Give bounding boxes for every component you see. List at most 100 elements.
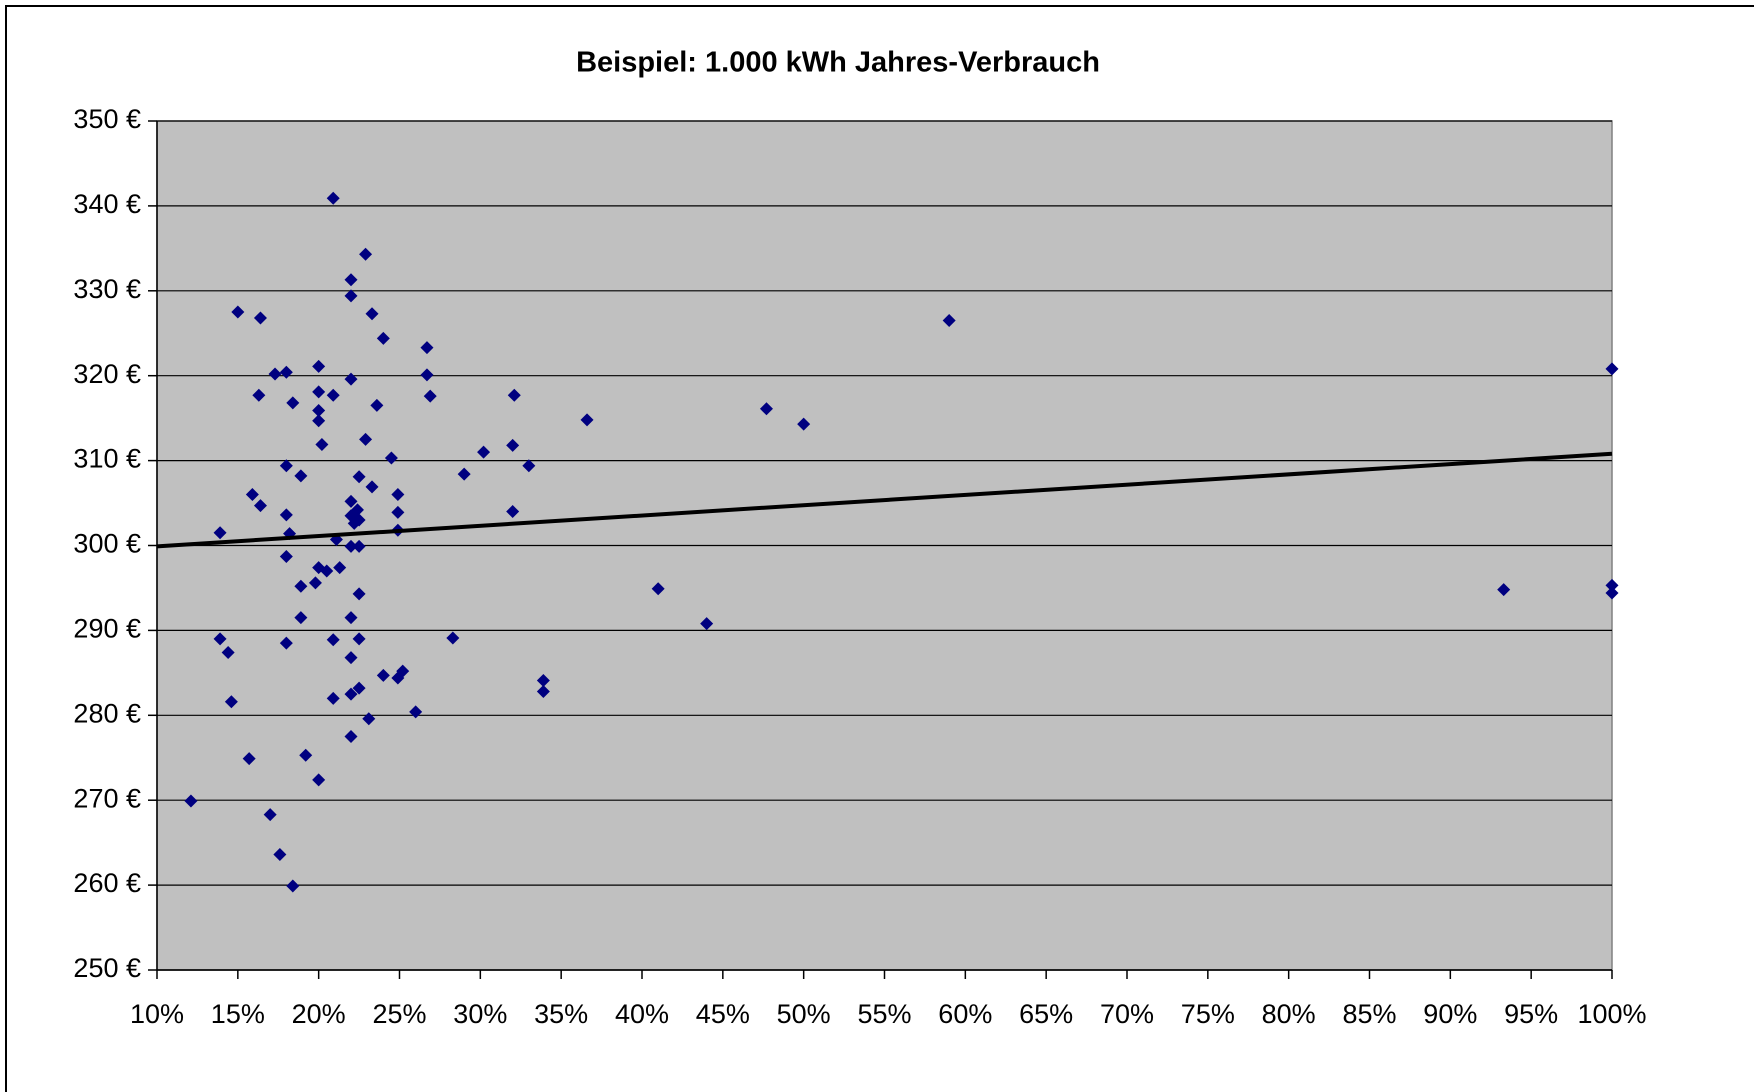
- data-point: [477, 445, 491, 459]
- data-point: [273, 848, 287, 862]
- data-point: [242, 752, 256, 766]
- data-point: [326, 191, 340, 205]
- data-point: [391, 505, 405, 519]
- data-point: [268, 367, 282, 381]
- data-point: [344, 273, 358, 287]
- data-point: [536, 673, 550, 687]
- data-point: [359, 432, 373, 446]
- data-point: [391, 488, 405, 502]
- data-point: [279, 508, 293, 522]
- data-point: [326, 633, 340, 647]
- data-point: [344, 289, 358, 303]
- y-tick-label: 280 €: [73, 698, 141, 728]
- data-point: [344, 494, 358, 508]
- data-point: [365, 307, 379, 321]
- data-point: [312, 414, 326, 428]
- data-point: [446, 631, 460, 645]
- x-tick-label: 55%: [857, 999, 911, 1029]
- x-tick-label: 90%: [1423, 999, 1477, 1029]
- data-point: [522, 459, 536, 473]
- data-point: [312, 359, 326, 373]
- data-point: [184, 794, 198, 808]
- data-point: [759, 402, 773, 416]
- y-tick-label: 260 €: [73, 868, 141, 898]
- data-point: [409, 705, 423, 719]
- y-tick-label: 350 €: [73, 104, 141, 134]
- data-point: [231, 305, 245, 319]
- x-tick-label: 60%: [938, 999, 992, 1029]
- x-tick-label: 65%: [1019, 999, 1073, 1029]
- data-point: [326, 691, 340, 705]
- data-point: [420, 368, 434, 382]
- data-point: [294, 469, 308, 483]
- y-tick-label: 320 €: [73, 359, 141, 389]
- data-point: [253, 311, 267, 325]
- data-point: [308, 576, 322, 590]
- x-tick-label: 45%: [696, 999, 750, 1029]
- x-tick-label: 20%: [292, 999, 346, 1029]
- data-point: [221, 645, 235, 659]
- data-point: [294, 579, 308, 593]
- data-point: [312, 404, 326, 418]
- x-tick-label: 50%: [777, 999, 831, 1029]
- x-tick-label: 15%: [211, 999, 265, 1029]
- x-tick-label: 95%: [1504, 999, 1558, 1029]
- data-point: [312, 385, 326, 399]
- data-point: [253, 499, 267, 513]
- data-point: [352, 513, 366, 527]
- data-point: [376, 331, 390, 345]
- x-tick-label: 40%: [615, 999, 669, 1029]
- data-point: [1497, 583, 1511, 597]
- data-point: [384, 451, 398, 465]
- x-tick-label: 80%: [1262, 999, 1316, 1029]
- data-point: [396, 664, 410, 678]
- data-point: [315, 437, 329, 451]
- data-point: [536, 685, 550, 699]
- chart-title: Beispiel: 1.000 kWh Jahres-Verbrauch: [576, 47, 1100, 79]
- data-point: [213, 632, 227, 646]
- data-point: [507, 388, 521, 402]
- x-tick-label: 70%: [1100, 999, 1154, 1029]
- x-tick-label: 25%: [372, 999, 426, 1029]
- x-tick-label: 85%: [1342, 999, 1396, 1029]
- data-point: [797, 417, 811, 431]
- data-point: [365, 480, 379, 494]
- x-tick-label: 100%: [1577, 999, 1646, 1029]
- y-tick-label: 340 €: [73, 189, 141, 219]
- data-point: [457, 467, 471, 481]
- data-point: [423, 389, 437, 403]
- data-point: [580, 413, 594, 427]
- data-point: [344, 687, 358, 701]
- data-point: [352, 470, 366, 484]
- data-point: [299, 748, 313, 762]
- data-point: [344, 539, 358, 553]
- data-point: [700, 617, 714, 631]
- data-point: [279, 459, 293, 473]
- x-tick-label: 35%: [534, 999, 588, 1029]
- data-point: [352, 539, 366, 553]
- data-point: [333, 561, 347, 575]
- data-point: [344, 372, 358, 386]
- data-point: [1605, 362, 1619, 376]
- data-point: [320, 564, 334, 578]
- data-point: [286, 396, 300, 410]
- data-point: [213, 526, 227, 540]
- trend-line: [156, 451, 1613, 549]
- y-tick-label: 250 €: [73, 953, 141, 983]
- data-point: [344, 730, 358, 744]
- data-point: [359, 247, 373, 261]
- data-point: [370, 398, 384, 412]
- x-tick-label: 75%: [1181, 999, 1235, 1029]
- data-point: [506, 505, 520, 519]
- data-point: [420, 341, 434, 355]
- y-tick-label: 270 €: [73, 783, 141, 813]
- data-point: [506, 438, 520, 452]
- x-tick-label: 30%: [453, 999, 507, 1029]
- data-point: [252, 388, 266, 402]
- data-point: [312, 773, 326, 787]
- data-point: [279, 550, 293, 564]
- data-point: [279, 365, 293, 379]
- data-point: [245, 488, 259, 502]
